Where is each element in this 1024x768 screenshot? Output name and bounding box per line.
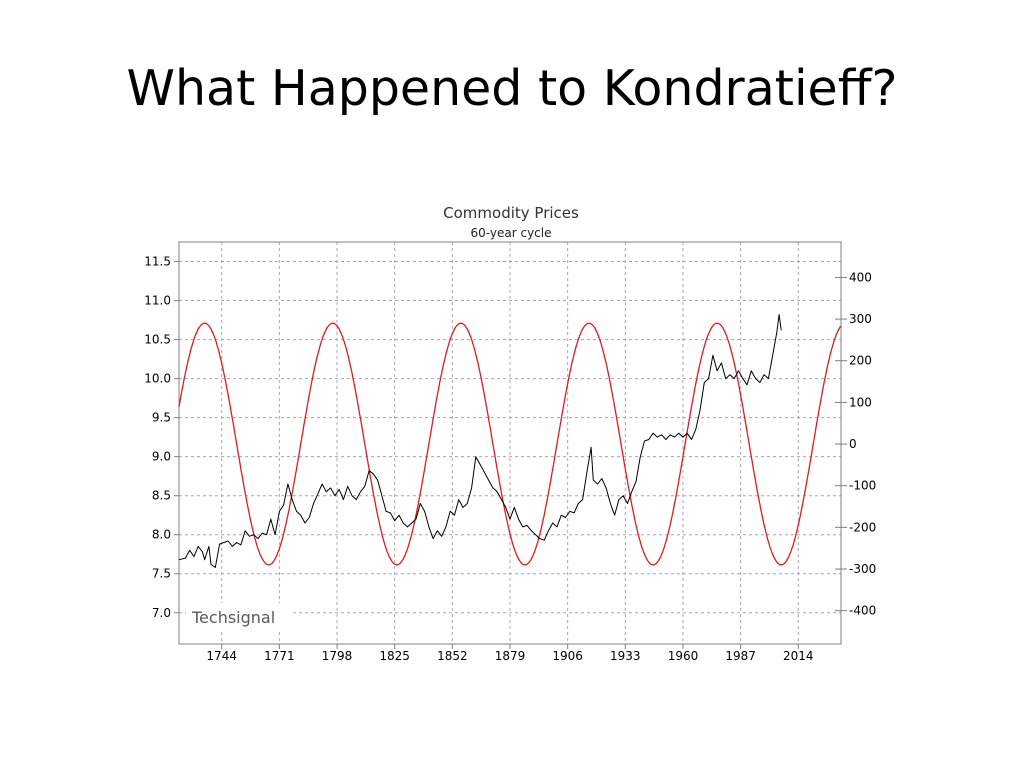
grid-lines [179, 242, 841, 644]
cycle-line [178, 322, 842, 566]
x-tick-label: 1771 [264, 649, 295, 663]
left-y-tick-label: 10.5 [144, 333, 171, 347]
axis-ticks [174, 261, 847, 649]
x-axis-labels: 1744 1771 1798 1825 1852 1879 1906 1933 1960 1987… [206, 649, 813, 663]
right-y-tick-label: 200 [849, 354, 872, 368]
right-y-tick-label: 300 [849, 312, 872, 326]
watermark-label: Techsignal [191, 608, 275, 627]
chart-title: Commodity Prices [443, 204, 579, 222]
price-line [178, 314, 782, 568]
x-tick-label: 1987 [725, 649, 756, 663]
x-tick-label: 1879 [495, 649, 526, 663]
right-y-axis-labels: 400 300 200 100 0 -100 -200 -300 -400 [849, 270, 876, 617]
right-y-tick-label: -200 [849, 520, 876, 534]
left-y-tick-label: 7.0 [152, 606, 171, 620]
left-y-tick-label: 11.5 [144, 255, 171, 269]
left-y-tick-label: 9.0 [152, 450, 171, 464]
left-y-tick-label: 10.0 [144, 372, 171, 386]
right-y-tick-label: 0 [849, 437, 857, 451]
left-y-tick-label: 11.0 [144, 294, 171, 308]
x-tick-label: 1852 [437, 649, 468, 663]
right-y-tick-label: -100 [849, 479, 876, 493]
series-layer [178, 314, 842, 568]
x-tick-label: 1960 [668, 649, 699, 663]
left-y-axis-labels: 7.0 7.5 8.0 8.5 9.0 9.5 10.0 10.5 11.0 11.5 [144, 255, 171, 620]
slide-title: What Happened to Kondratieff? [126, 60, 898, 117]
right-y-tick-label: -300 [849, 562, 876, 576]
x-tick-label: 1798 [322, 649, 353, 663]
right-y-tick-label: 100 [849, 395, 872, 409]
right-y-tick-label: -400 [849, 604, 876, 618]
watermark-background [186, 603, 290, 631]
x-tick-label: 1825 [379, 649, 410, 663]
chart-subtitle: 60-year cycle [471, 226, 552, 240]
left-y-tick-label: 7.5 [152, 567, 171, 581]
right-y-tick-label: 400 [849, 270, 872, 284]
x-tick-label: 1933 [610, 649, 641, 663]
left-y-tick-label: 8.5 [152, 489, 171, 503]
x-tick-label: 2014 [783, 649, 814, 663]
left-y-tick-label: 9.5 [152, 411, 171, 425]
left-y-tick-label: 8.0 [152, 528, 171, 542]
x-tick-label: 1906 [552, 649, 583, 663]
x-tick-label: 1744 [206, 649, 237, 663]
